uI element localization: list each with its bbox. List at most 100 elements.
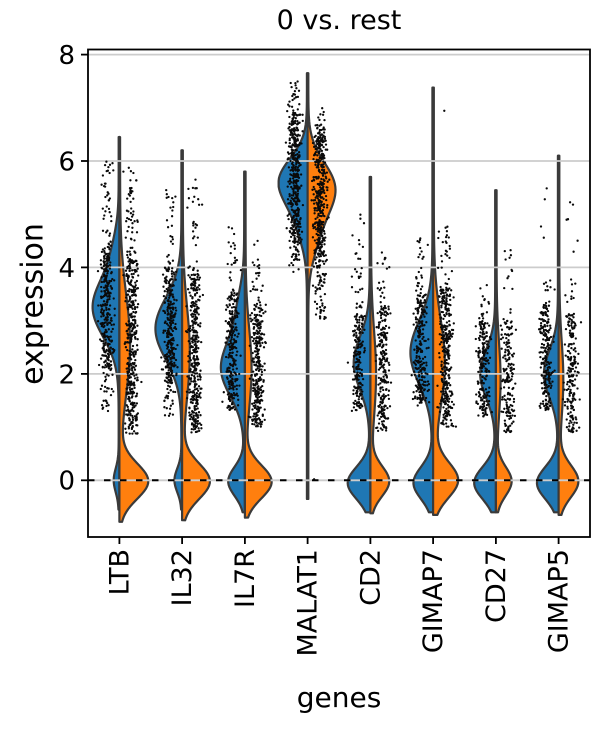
- data-point: [323, 137, 327, 140]
- data-point: [169, 343, 172, 346]
- data-point: [378, 288, 381, 292]
- data-point: [441, 380, 444, 384]
- data-point: [542, 343, 546, 347]
- data-point: [548, 404, 551, 407]
- data-point: [421, 397, 424, 401]
- data-point: [358, 353, 361, 356]
- data-point: [549, 326, 552, 330]
- data-point: [548, 381, 551, 385]
- y-tick-label-8: 8: [58, 41, 75, 71]
- data-point: [507, 275, 510, 278]
- data-point: [126, 341, 129, 344]
- data-point: [318, 207, 322, 210]
- data-point: [419, 340, 422, 343]
- data-point: [230, 338, 233, 341]
- data-point: [196, 278, 199, 281]
- data-point: [436, 266, 440, 270]
- data-point: [170, 311, 174, 314]
- data-point: [189, 294, 192, 297]
- data-point: [319, 113, 322, 116]
- data-point: [295, 160, 298, 164]
- data-point: [228, 348, 232, 352]
- data-point: [234, 372, 237, 375]
- data-point: [505, 367, 508, 371]
- data-point: [313, 188, 316, 191]
- data-point: [105, 404, 108, 408]
- data-point: [379, 295, 382, 298]
- data-point: [174, 195, 177, 198]
- data-point: [105, 205, 108, 208]
- data-point: [133, 384, 136, 387]
- data-point: [447, 362, 450, 365]
- data-point: [549, 386, 552, 390]
- data-point: [488, 356, 492, 359]
- data-point: [129, 423, 132, 426]
- data-point: [260, 314, 263, 318]
- data-point: [131, 226, 134, 229]
- data-point: [295, 87, 298, 90]
- data-point: [194, 223, 197, 226]
- data-point: [352, 401, 355, 405]
- data-point: [358, 321, 361, 324]
- data-point: [189, 390, 192, 394]
- data-point: [440, 422, 443, 425]
- data-point: [100, 404, 104, 407]
- data-point: [252, 370, 255, 373]
- data-point: [170, 372, 174, 375]
- data-point: [186, 288, 190, 291]
- data-point: [288, 212, 291, 216]
- data-point: [319, 180, 322, 183]
- data-point: [548, 371, 551, 375]
- data-point: [567, 321, 570, 324]
- data-point: [161, 273, 165, 276]
- data-point: [229, 245, 233, 248]
- data-point: [380, 312, 384, 315]
- data-point: [502, 367, 505, 371]
- data-point: [478, 351, 482, 354]
- data-point: [479, 357, 482, 360]
- data-point: [100, 296, 104, 299]
- data-point: [189, 370, 192, 373]
- data-point: [188, 276, 192, 279]
- data-point: [190, 287, 193, 290]
- data-point: [544, 408, 547, 412]
- data-point: [505, 319, 509, 323]
- data-point: [419, 291, 422, 295]
- data-point: [510, 375, 514, 378]
- data-point: [103, 324, 106, 328]
- y-tick-label-0: 0: [58, 467, 75, 497]
- data-point: [230, 336, 233, 339]
- data-point: [107, 362, 111, 365]
- data-point: [439, 320, 442, 323]
- data-point: [383, 286, 386, 289]
- data-point: [257, 369, 261, 373]
- data-point: [292, 225, 295, 228]
- data-point: [356, 321, 359, 324]
- data-point: [134, 358, 137, 362]
- data-point: [419, 385, 423, 388]
- data-point: [381, 319, 384, 322]
- data-point: [567, 313, 571, 316]
- data-point: [572, 408, 576, 412]
- data-point: [299, 173, 303, 176]
- data-point: [547, 378, 550, 381]
- data-point: [104, 267, 107, 270]
- data-point: [125, 220, 128, 223]
- data-point: [259, 326, 262, 330]
- data-point: [416, 329, 420, 333]
- data-point: [573, 421, 576, 424]
- data-point: [571, 428, 574, 431]
- data-point: [475, 350, 478, 353]
- jitter-points-LTB-group0: [96, 160, 116, 413]
- data-point: [249, 314, 252, 317]
- data-point: [258, 402, 261, 405]
- data-point: [450, 392, 454, 395]
- data-point: [311, 188, 314, 191]
- data-point: [234, 340, 238, 344]
- data-point: [378, 357, 381, 360]
- data-point: [261, 284, 264, 287]
- data-point: [357, 275, 360, 278]
- data-point: [387, 305, 390, 308]
- data-point: [320, 196, 323, 199]
- data-point: [321, 209, 325, 212]
